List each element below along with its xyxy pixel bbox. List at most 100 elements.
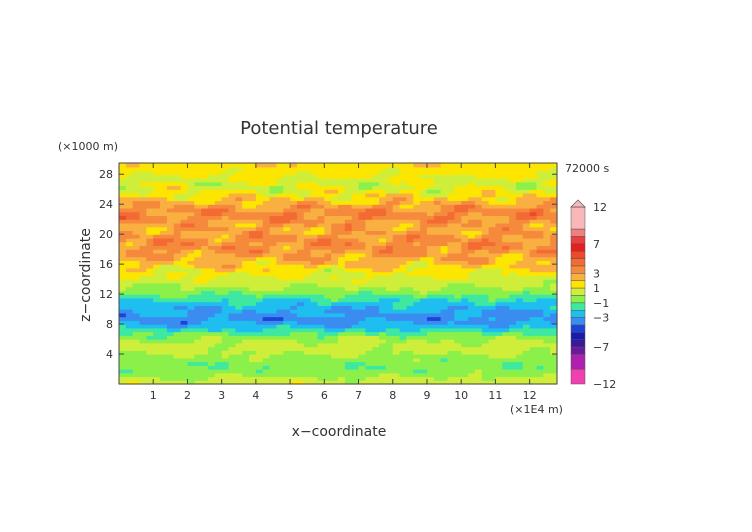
heatmap-cell [139, 342, 147, 348]
heatmap-cell [372, 185, 380, 190]
heatmap-cell [385, 309, 394, 314]
heatmap-cell [550, 312, 558, 318]
heatmap-cell [146, 185, 154, 190]
heatmap-cell [207, 350, 216, 355]
heatmap-cell [276, 346, 284, 351]
heatmap-cell [474, 316, 483, 321]
heatmap-cell [365, 376, 373, 381]
heatmap-cell [262, 335, 271, 340]
colorbar-swatch [570, 310, 586, 318]
heatmap-cell [522, 361, 531, 366]
heatmap-cell [385, 192, 394, 198]
heatmap-cell [207, 196, 216, 202]
heatmap-cell [153, 275, 161, 280]
heatmap-cell [379, 181, 387, 187]
heatmap-cell [365, 177, 373, 183]
heatmap-cell [502, 260, 510, 265]
heatmap-cell [379, 249, 387, 254]
heatmap-cell [461, 200, 469, 205]
heatmap-cell [296, 282, 305, 288]
heatmap-cell [228, 252, 236, 258]
heatmap-cell [379, 282, 387, 288]
heatmap-cell [255, 215, 264, 220]
heatmap-cell [125, 264, 134, 269]
heatmap-cell [509, 297, 517, 303]
heatmap-cell [255, 249, 264, 254]
heatmap-cell [365, 249, 373, 254]
heatmap-cell [406, 312, 414, 318]
heatmap-cell [509, 301, 517, 306]
heatmap-cell [550, 271, 558, 276]
heatmap-cell [173, 297, 182, 303]
heatmap-cell [160, 372, 168, 378]
heatmap-cell [153, 256, 161, 261]
heatmap-cell [290, 297, 298, 303]
heatmap-cell [201, 177, 209, 183]
heatmap-cell [255, 264, 264, 269]
heatmap-cell [242, 376, 250, 381]
heatmap-cell [536, 207, 544, 213]
heatmap-cell [379, 170, 387, 175]
heatmap-cell [338, 342, 346, 348]
heatmap-cell [495, 211, 503, 217]
heatmap-cell [447, 245, 455, 250]
heatmap-cell [249, 219, 257, 224]
heatmap-cell [317, 305, 325, 310]
heatmap-cell [379, 252, 387, 258]
heatmap-cell [173, 354, 182, 359]
heatmap-cell [372, 260, 380, 265]
heatmap-cell [166, 163, 175, 168]
heatmap-cell [344, 361, 353, 366]
heatmap-cell [495, 215, 503, 220]
heatmap-cell [529, 286, 538, 291]
heatmap-cell [502, 372, 510, 378]
heatmap-cell [194, 357, 202, 363]
heatmap-cell [296, 222, 305, 228]
heatmap-cell [269, 342, 278, 348]
heatmap-cell [406, 181, 414, 187]
heatmap-cell [420, 166, 428, 172]
heatmap-cell [550, 320, 558, 325]
heatmap-cell [242, 327, 250, 333]
heatmap-cell [262, 181, 271, 187]
heatmap-cell [488, 252, 497, 258]
heatmap-cell [426, 286, 435, 291]
heatmap-cell [221, 237, 230, 243]
heatmap-cell [447, 189, 455, 194]
heatmap-cell [221, 361, 230, 366]
heatmap-cell [344, 331, 353, 336]
heatmap-cell [495, 271, 503, 276]
heatmap-cell [331, 226, 339, 232]
heatmap-cell [303, 316, 312, 321]
heatmap-cell [132, 230, 141, 235]
heatmap-cell [132, 260, 141, 265]
heatmap-cell [509, 354, 517, 359]
heatmap-cell [392, 346, 401, 351]
heatmap-cell [372, 219, 380, 224]
heatmap-cell [290, 256, 298, 261]
heatmap-cell [235, 256, 243, 261]
heatmap-cell [399, 271, 408, 276]
heatmap-cell [454, 376, 462, 381]
heatmap-cell [221, 357, 230, 363]
heatmap-cell [228, 324, 236, 329]
heatmap-cell [440, 376, 449, 381]
heatmap-cell [207, 230, 216, 235]
heatmap-cell [228, 192, 236, 198]
heatmap-cell [139, 286, 147, 291]
heatmap-cell [290, 301, 298, 306]
heatmap-cell [536, 335, 544, 340]
heatmap-cell [522, 226, 531, 232]
heatmap-cell [146, 207, 154, 213]
heatmap-cell [365, 346, 373, 351]
heatmap-cell [468, 264, 476, 269]
heatmap-cell [550, 369, 558, 374]
heatmap-cell [262, 256, 271, 261]
heatmap-cell [495, 222, 503, 228]
heatmap-cell [283, 279, 291, 284]
heatmap-cell [502, 170, 510, 175]
heatmap-cell [331, 252, 339, 258]
heatmap-cell [310, 297, 319, 303]
heatmap-cell [379, 219, 387, 224]
x-tick-label: 1 [150, 389, 157, 402]
